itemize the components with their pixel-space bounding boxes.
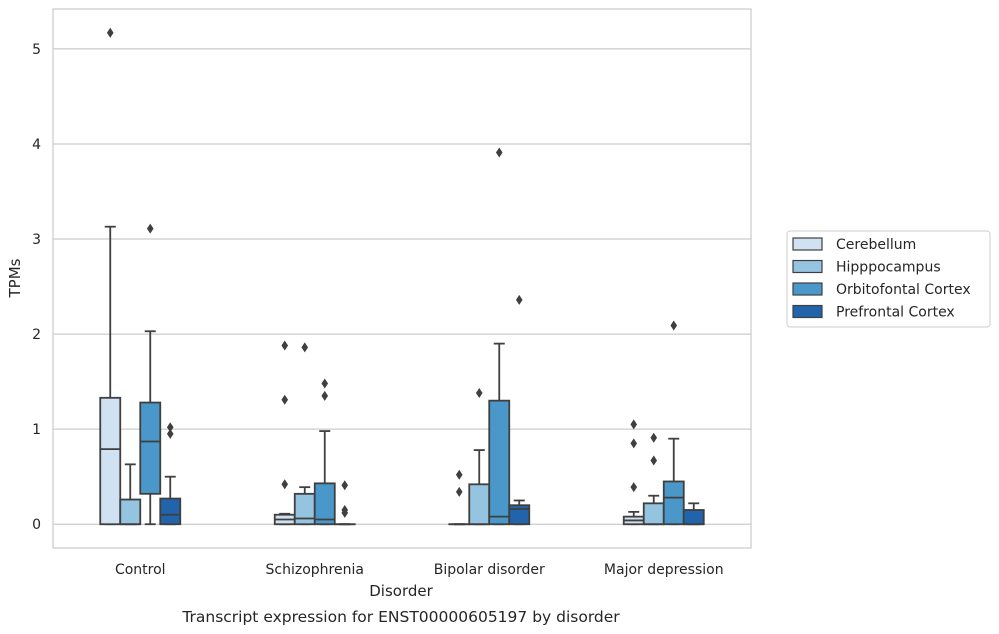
box-group: [448, 469, 471, 526]
box-group: [508, 294, 531, 526]
outlier-point: [281, 394, 289, 405]
x-axis-label: Disorder: [369, 582, 433, 600]
outlier-point: [281, 479, 289, 490]
outlier-point: [341, 507, 349, 518]
outlier-point: [341, 480, 349, 491]
y-tick-label: 5: [32, 42, 41, 58]
box-group: [488, 147, 511, 526]
x-tick-labels: Control Schizophrenia Bipolar disorder Majo…: [115, 562, 724, 578]
box-group: [119, 463, 142, 526]
y-tick-label: 2: [32, 327, 41, 343]
box: [508, 504, 531, 526]
box: [313, 482, 336, 526]
outlier-point: [650, 455, 658, 466]
boxes: [99, 27, 705, 526]
y-tick-label: 0: [32, 517, 41, 533]
outlier-point: [455, 469, 463, 480]
box: [159, 497, 182, 526]
x-tick-label: Major depression: [604, 562, 724, 578]
outlier-point: [630, 482, 638, 493]
outlier-point: [301, 342, 309, 353]
y-tick-label: 3: [32, 232, 41, 248]
outlier-point: [106, 27, 114, 38]
outlier-point: [650, 432, 658, 443]
box-group: [662, 320, 685, 526]
x-tick-label: Bipolar disorder: [434, 562, 545, 578]
y-tick-label: 1: [32, 422, 41, 438]
box: [99, 396, 122, 526]
outlier-point: [146, 223, 154, 234]
outlier-point: [670, 320, 678, 331]
box: [682, 509, 705, 526]
legend-swatch: [792, 304, 823, 319]
box-group: [99, 27, 122, 526]
box: [642, 502, 665, 526]
outlier-point: [515, 294, 523, 305]
outlier-point: [166, 422, 174, 433]
box: [488, 399, 511, 526]
outlier-point: [475, 388, 483, 399]
box-group: [313, 378, 336, 526]
outlier-point: [281, 340, 289, 351]
outlier-point: [495, 147, 503, 158]
legend-swatch: [792, 237, 823, 251]
y-tick-label: 4: [32, 137, 41, 153]
chart-caption: Transcript expression for ENST0000060519…: [181, 608, 620, 626]
legend-swatch: [792, 259, 823, 274]
box: [139, 401, 162, 495]
legend-label: Cerebellum: [836, 237, 916, 253]
box: [119, 498, 142, 526]
outlier-point: [321, 390, 329, 401]
plot-frame: [52, 8, 752, 549]
box-group: [682, 502, 705, 526]
outlier-point: [630, 438, 638, 449]
box-group: [622, 419, 645, 526]
x-tick-label: Control: [115, 562, 166, 578]
y-axis-label: TPMs: [6, 258, 24, 298]
box-group: [642, 432, 665, 526]
x-tick-label: Schizophrenia: [266, 562, 364, 578]
y-tick-labels: 0 1 2 3 4 5: [32, 42, 41, 533]
outlier-point: [321, 378, 329, 389]
outlier-point: [166, 428, 174, 439]
legend-frame: [786, 230, 991, 328]
box: [662, 480, 685, 526]
box-group: [468, 388, 491, 526]
box-group: [333, 480, 356, 526]
box: [293, 492, 316, 526]
legend-swatch: [792, 282, 823, 296]
box-group: [293, 342, 316, 526]
legend: Cerebellum Hipppocampus Orbitofontal Corte…: [786, 230, 991, 328]
legend-label: Orbitofontal Cortex: [836, 282, 971, 298]
outlier-point: [455, 486, 463, 497]
legend-label: Prefrontal Cortex: [836, 305, 955, 321]
box: [468, 483, 491, 526]
box-group: [139, 223, 162, 526]
outlier-point: [630, 419, 638, 430]
box-group: [273, 340, 296, 526]
legend-label: Hipppocampus: [836, 260, 941, 276]
box-group: [159, 422, 182, 526]
